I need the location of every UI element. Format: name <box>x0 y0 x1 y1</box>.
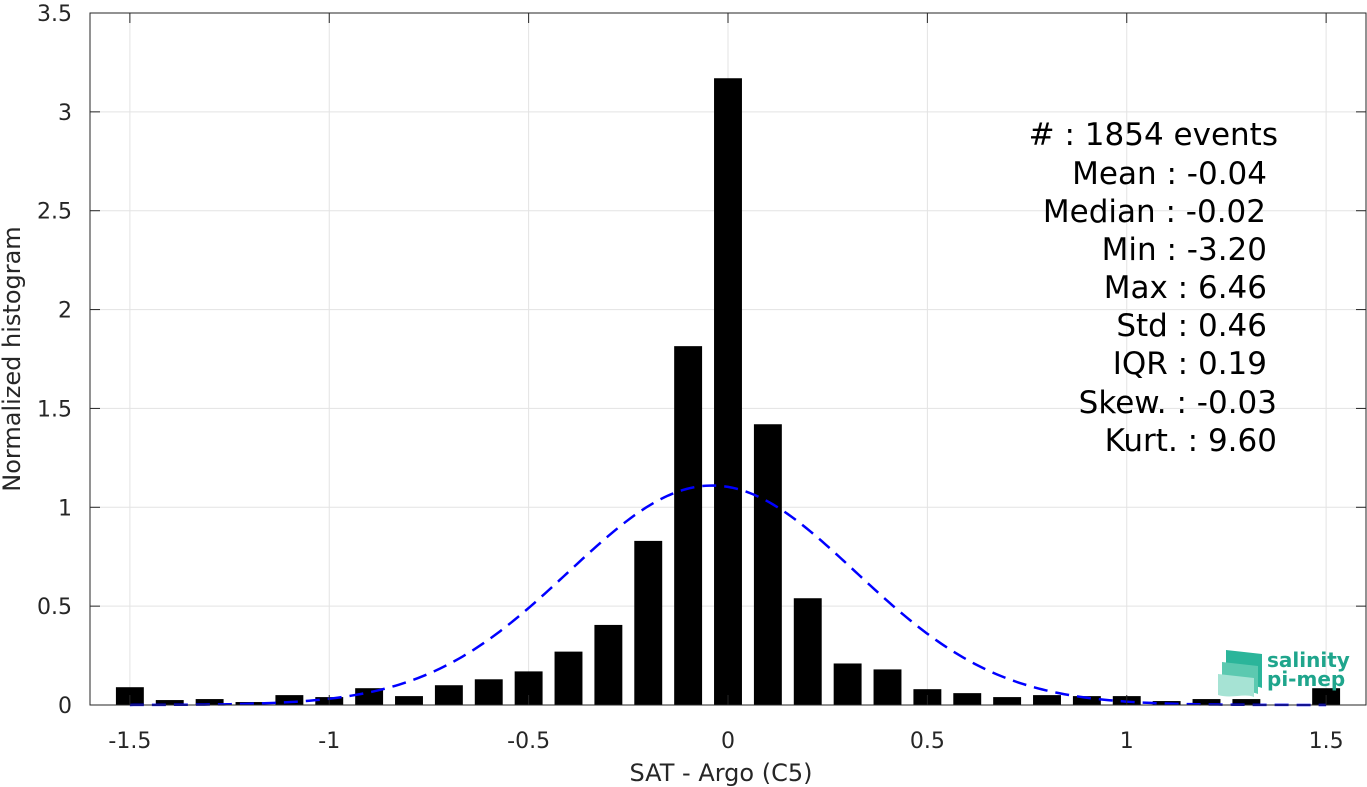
stat-events: # : 1854 events <box>1029 117 1278 153</box>
salinity-pi-mep-logo: salinity pi-mep <box>1218 648 1350 697</box>
logo-text-salinity: salinity <box>1267 648 1350 672</box>
bar <box>1192 699 1221 705</box>
y-tick-label: 0.5 <box>37 595 72 620</box>
bar <box>1033 695 1061 705</box>
bar <box>793 598 822 705</box>
stat-max: Max : 6.46 <box>1104 270 1267 306</box>
stats-annotation: # : 1854 events Mean : -0.04 Median : -0… <box>1029 117 1278 459</box>
x-tick-label: 1 <box>1120 729 1134 754</box>
stat-mean: Mean : -0.04 <box>1072 156 1267 192</box>
bar <box>195 699 224 705</box>
x-tick-label: -0.5 <box>507 729 550 754</box>
bar <box>993 697 1022 705</box>
x-ticks: -1.5 -1 -0.5 0 0.5 1 1.5 <box>108 13 1344 754</box>
bar <box>753 424 782 705</box>
x-tick-label: -1.5 <box>108 729 151 754</box>
logo-wave-icon <box>1218 650 1262 697</box>
bar <box>395 696 423 705</box>
bar <box>674 346 703 705</box>
y-axis-label: Normalized histogram <box>0 226 26 491</box>
bar <box>953 693 982 705</box>
stat-median: Median : -0.02 <box>1043 194 1266 230</box>
bar <box>434 685 463 705</box>
y-tick-label: 2.5 <box>37 200 72 225</box>
y-tick-label: 3.5 <box>37 2 72 27</box>
bar <box>474 679 503 705</box>
bar <box>155 700 184 705</box>
logo-text-pi-mep: pi-mep <box>1267 667 1345 691</box>
bar <box>873 669 902 705</box>
bar <box>355 688 384 705</box>
x-tick-label: 0 <box>721 729 735 754</box>
y-tick-label: 1.5 <box>37 397 72 422</box>
x-tick-label: 0.5 <box>910 729 945 754</box>
stat-min: Min : -3.20 <box>1102 232 1267 268</box>
bar <box>1232 699 1261 705</box>
stat-skew: Skew. : -0.03 <box>1079 385 1277 421</box>
bars <box>115 78 1341 705</box>
x-tick-label: 1.5 <box>1309 729 1344 754</box>
bar <box>275 695 304 705</box>
bar <box>833 663 862 705</box>
stat-iqr: IQR : 0.19 <box>1113 346 1267 382</box>
stat-kurt: Kurt. : 9.60 <box>1105 423 1277 459</box>
bar <box>634 540 663 705</box>
x-tick-label: -1 <box>318 729 340 754</box>
x-axis-label: SAT - Argo (C5) <box>630 759 813 787</box>
stat-std: Std : 0.46 <box>1116 308 1267 344</box>
bar <box>594 624 623 705</box>
y-tick-label: 1 <box>58 496 72 521</box>
y-tick-label: 3 <box>58 101 72 126</box>
bar <box>1072 696 1101 705</box>
y-tick-label: 0 <box>58 694 72 719</box>
bar <box>554 651 583 705</box>
bar <box>714 78 742 705</box>
y-ticks: 0 0.5 1 1.5 2 2.5 3 3.5 <box>37 2 1366 719</box>
y-tick-label: 2 <box>58 299 72 324</box>
